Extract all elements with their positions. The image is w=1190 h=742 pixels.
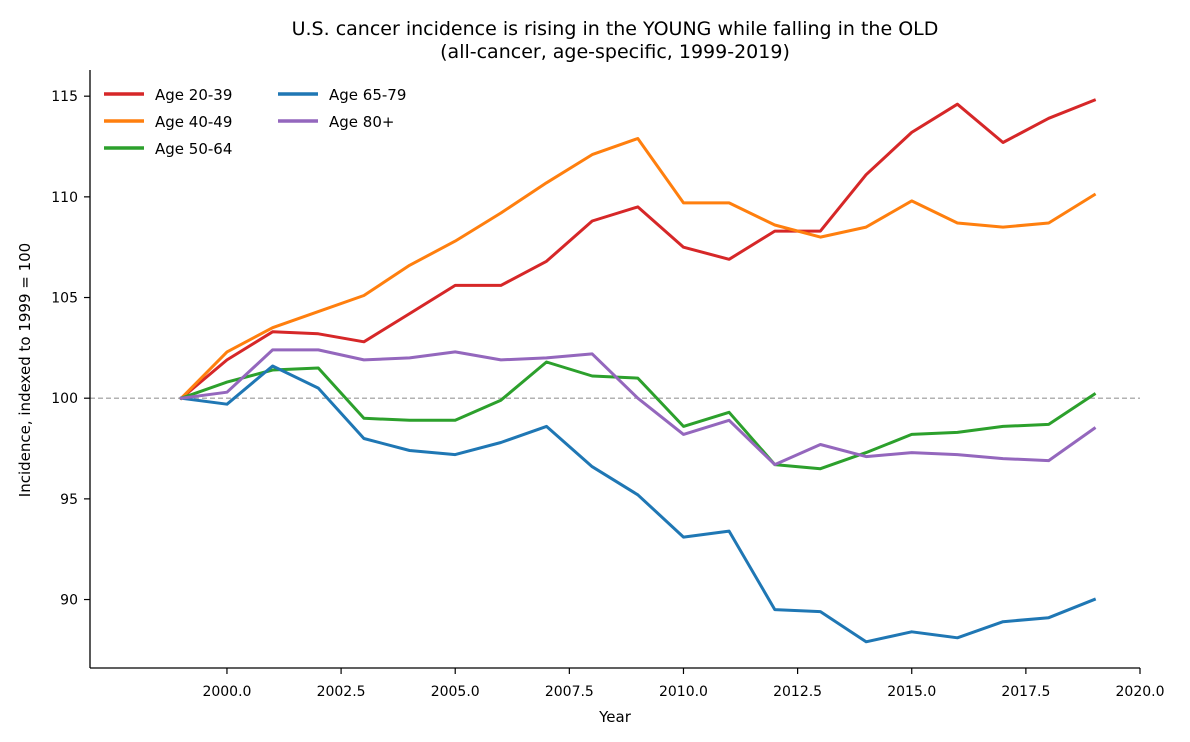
x-axis-label: Year <box>598 708 632 726</box>
plot-area <box>90 98 1140 644</box>
x-tick-label: 2002.5 <box>317 684 366 700</box>
legend-label-age-80: Age 80+ <box>329 113 394 131</box>
x-tick-label: 2020.0 <box>1116 684 1165 700</box>
y-tick-label: 95 <box>60 492 78 508</box>
series-line-age-20-39 <box>179 98 1097 401</box>
legend-label-age-65-79: Age 65-79 <box>329 86 406 104</box>
chart-subtitle: (all-cancer, age-specific, 1999-2019) <box>440 41 790 63</box>
series-line-age-40-49 <box>179 137 1097 401</box>
x-tick-label: 2015.0 <box>887 684 936 700</box>
x-tick-label: 2012.5 <box>773 684 822 700</box>
series-line-age-50-64 <box>179 360 1097 471</box>
legend-label-age-20-39: Age 20-39 <box>155 86 232 104</box>
y-axis-label: Incidence, indexed to 1999 = 100 <box>16 243 34 497</box>
y-tick-label: 90 <box>60 593 78 609</box>
y-tick-label: 115 <box>51 89 78 105</box>
chart-title: U.S. cancer incidence is rising in the Y… <box>292 18 939 40</box>
series-line-age-65-79 <box>179 364 1097 644</box>
x-tick-label: 2007.5 <box>545 684 594 700</box>
legend-label-age-40-49: Age 40-49 <box>155 113 232 131</box>
y-tick-label: 110 <box>51 190 78 206</box>
y-axis-ticks: 90 95 100 105 110 115 <box>51 89 90 609</box>
series-line-age-80 <box>179 348 1097 467</box>
x-tick-label: 2005.0 <box>431 684 480 700</box>
legend-label-age-50-64: Age 50-64 <box>155 140 232 158</box>
x-tick-label: 2000.0 <box>202 684 251 700</box>
chart-legend: Age 20-39 Age 40-49 Age 50-64 Age 65-79 Age … <box>104 86 406 158</box>
y-tick-label: 105 <box>51 291 78 307</box>
x-axis-ticks: 2000.0 2002.5 2005.0 2007.5 2010.0 2012.5 2015… <box>202 668 1165 700</box>
x-tick-label: 2010.0 <box>659 684 708 700</box>
y-tick-label: 100 <box>51 391 78 407</box>
x-tick-label: 2017.5 <box>1001 684 1050 700</box>
series-layer <box>179 98 1097 644</box>
